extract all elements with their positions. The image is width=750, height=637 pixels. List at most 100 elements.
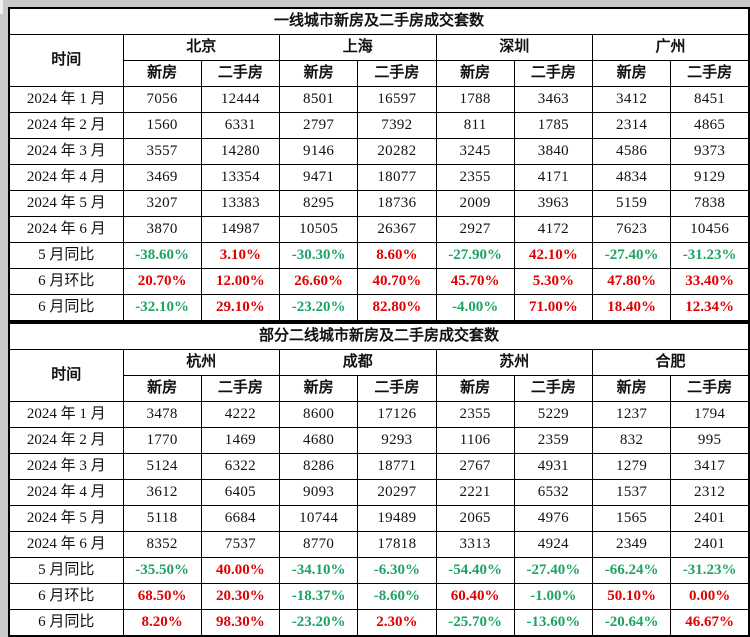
data-cell: 8295 <box>278 190 359 217</box>
pct-cell: -30.30% <box>278 242 359 269</box>
data-cell: 12444 <box>200 86 281 113</box>
data-cell: 9373 <box>670 138 750 165</box>
data-cell: 9293 <box>357 427 437 454</box>
subheader-3-1: 二手房 <box>670 375 750 402</box>
subheader-0-1: 二手房 <box>200 375 281 402</box>
subheader-3-0: 新房 <box>591 60 672 87</box>
subheader-3-1: 二手房 <box>670 60 750 87</box>
pct-cell: -35.50% <box>122 557 202 584</box>
data-cell: 2065 <box>435 505 515 532</box>
data-cell: 16597 <box>357 86 437 113</box>
pct-cell: -25.70% <box>435 609 515 637</box>
pct-cell: -27.40% <box>513 557 594 584</box>
data-cell: 20297 <box>357 479 437 506</box>
data-cell: 7623 <box>591 216 672 243</box>
data-cell: 1785 <box>513 112 594 139</box>
data-cell: 4222 <box>200 401 281 428</box>
pct-cell: -27.90% <box>435 242 515 269</box>
data-cell: 1237 <box>591 401 672 428</box>
city-header-3: 广州 <box>592 34 750 61</box>
table-row: 2024 年 2 月 1560 6331 2797 7392 811 1785 2314 486… <box>8 112 750 139</box>
page-edge-sliver <box>0 0 3 14</box>
data-cell: 5229 <box>513 401 594 428</box>
pct-cell: -8.60% <box>357 583 437 610</box>
pct-cell: 33.40% <box>670 268 750 295</box>
data-cell: 1788 <box>435 86 515 113</box>
data-cell: 832 <box>591 427 672 454</box>
pct-cell: -32.10% <box>122 294 202 322</box>
data-cell: 4586 <box>591 138 672 165</box>
data-cell: 2355 <box>435 401 515 428</box>
pct-cell: -18.37% <box>278 583 359 610</box>
data-cell: 4172 <box>513 216 594 243</box>
data-cell: 1106 <box>435 427 515 454</box>
data-cell: 5118 <box>122 505 202 532</box>
pct-cell: -38.60% <box>122 242 202 269</box>
data-cell: 6331 <box>200 112 281 139</box>
data-cell: 3245 <box>435 138 515 165</box>
data-cell: 4976 <box>513 505 594 532</box>
pct-cell: 40.70% <box>357 268 437 295</box>
data-cell: 3840 <box>513 138 594 165</box>
row-label-metric: 6 月环比 <box>8 583 124 610</box>
data-cell: 3313 <box>435 531 515 558</box>
pct-cell: 5.30% <box>513 268 594 295</box>
data-cell: 10505 <box>278 216 359 243</box>
data-cell: 9471 <box>278 164 359 191</box>
table-row: 6 月同比 8.20% 98.30% -23.20% 2.30% -25.70% -13.6… <box>8 609 750 637</box>
data-cell: 1794 <box>670 401 750 428</box>
table-row: 5 月同比 -35.50% 40.00% -34.10% -6.30% -54.40% -2… <box>8 557 750 584</box>
data-cell: 3207 <box>122 190 202 217</box>
data-cell: 3870 <box>122 216 202 243</box>
pct-cell: -31.23% <box>670 557 750 584</box>
data-cell: 2797 <box>278 112 359 139</box>
subheader-2-0: 新房 <box>435 60 515 87</box>
subheader-1-0: 新房 <box>278 375 359 402</box>
city-header-3: 合肥 <box>592 349 750 376</box>
subheader-2-1: 二手房 <box>513 375 594 402</box>
subheader-0-0: 新房 <box>122 60 202 87</box>
data-cell: 10456 <box>670 216 750 243</box>
city-header-2: 苏州 <box>435 349 593 376</box>
data-cell: 5159 <box>591 190 672 217</box>
city-header-0: 北京 <box>122 34 280 61</box>
data-cell: 8286 <box>278 453 359 480</box>
time-column-header: 时间 <box>8 34 124 87</box>
tier1-table: 一线城市新房及二手房成交套数 时间 北京 上海 深圳 广州 新房 二手房 新房 二手房 新房 二手房新… <box>8 7 750 322</box>
row-label-month: 2024 年 3 月 <box>8 453 124 480</box>
row-label-metric: 5 月同比 <box>8 242 124 269</box>
data-cell: 4924 <box>513 531 594 558</box>
subheader-1-0: 新房 <box>278 60 359 87</box>
data-cell: 13354 <box>200 164 281 191</box>
subheader-0-0: 新房 <box>122 375 202 402</box>
pct-cell: -20.64% <box>591 609 672 637</box>
data-cell: 1469 <box>200 427 281 454</box>
data-cell: 3412 <box>591 86 672 113</box>
data-cell: 8451 <box>670 86 750 113</box>
data-cell: 3417 <box>670 453 750 480</box>
data-cell: 7056 <box>122 86 202 113</box>
pct-cell: 40.00% <box>200 557 281 584</box>
data-cell: 18736 <box>357 190 437 217</box>
data-cell: 8501 <box>278 86 359 113</box>
pct-cell: 26.60% <box>278 268 359 295</box>
table-row: 2024 年 3 月 3557 14280 9146 20282 3245 3840 4586… <box>8 138 750 165</box>
data-cell: 8600 <box>278 401 359 428</box>
city-header-0: 杭州 <box>122 349 280 376</box>
data-cell: 2927 <box>435 216 515 243</box>
pct-cell: 71.00% <box>513 294 594 322</box>
city-header-2: 深圳 <box>435 34 593 61</box>
table-row: 5 月同比 -38.60% 3.10% -30.30% 8.60% -27.90% 42.1… <box>8 242 750 269</box>
subheader-1-1: 二手房 <box>357 375 437 402</box>
data-cell: 7392 <box>357 112 437 139</box>
pct-cell: -23.20% <box>278 609 359 637</box>
subheader-2-0: 新房 <box>435 375 515 402</box>
row-label-month: 2024 年 2 月 <box>8 112 124 139</box>
data-cell: 2355 <box>435 164 515 191</box>
table-row: 2024 年 6 月 3870 14987 10505 26367 2927 4172 762… <box>8 216 750 243</box>
pct-cell: 18.40% <box>591 294 672 322</box>
data-cell: 2401 <box>670 531 750 558</box>
data-cell: 18771 <box>357 453 437 480</box>
data-cell: 4865 <box>670 112 750 139</box>
